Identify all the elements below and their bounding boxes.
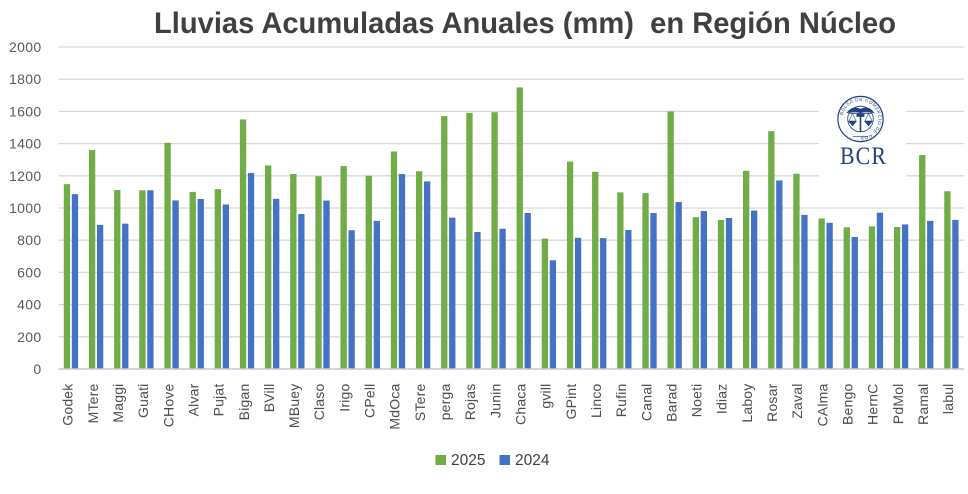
svg-text:Rojas: Rojas — [462, 384, 478, 421]
svg-text:400: 400 — [17, 297, 41, 313]
svg-text:GPint: GPint — [563, 384, 579, 420]
svg-text:Idiaz: Idiaz — [714, 384, 730, 415]
svg-text:MBuey: MBuey — [286, 384, 302, 429]
svg-text:2025: 2025 — [451, 452, 485, 469]
svg-text:gvill: gvill — [538, 384, 554, 409]
svg-text:0: 0 — [33, 361, 41, 377]
svg-text:labul: labul — [940, 384, 956, 415]
svg-text:Irigo: Irigo — [336, 383, 352, 411]
svg-text:Rosar: Rosar — [764, 383, 780, 421]
svg-text:MdOca: MdOca — [387, 383, 403, 429]
svg-text:Zaval: Zaval — [789, 384, 805, 419]
svg-text:PdMol: PdMol — [890, 384, 906, 425]
svg-text:BCR: BCR — [840, 143, 887, 171]
svg-text:600: 600 — [17, 264, 41, 280]
svg-text:Alvar: Alvar — [186, 383, 202, 416]
svg-text:CHove: CHove — [160, 383, 176, 427]
svg-text:Barad: Barad — [663, 384, 679, 422]
svg-text:800: 800 — [17, 232, 41, 248]
svg-text:perga: perga — [437, 383, 453, 420]
svg-text:2024: 2024 — [515, 452, 550, 469]
svg-text:Linco: Linco — [588, 383, 604, 417]
svg-text:Maggi: Maggi — [110, 384, 126, 423]
svg-text:1400: 1400 — [9, 136, 42, 152]
svg-text:Ramal: Ramal — [915, 384, 931, 425]
svg-text:Pujat: Pujat — [211, 384, 227, 417]
svg-text:CPell: CPell — [362, 384, 378, 418]
svg-text:Guati: Guati — [135, 384, 151, 418]
svg-text:Godek: Godek — [60, 383, 76, 426]
svg-text:CAlma: CAlma — [814, 383, 830, 426]
svg-text:Rufin: Rufin — [613, 384, 629, 418]
svg-text:Junin: Junin — [487, 384, 503, 418]
svg-text:1600: 1600 — [9, 103, 42, 119]
svg-text:1000: 1000 — [9, 200, 42, 216]
svg-text:BVill: BVill — [261, 384, 277, 413]
svg-text:HernC: HernC — [865, 384, 881, 425]
svg-text:Noeti: Noeti — [689, 384, 705, 418]
svg-text:200: 200 — [17, 329, 41, 345]
svg-text:STere: STere — [412, 383, 428, 421]
svg-text:1800: 1800 — [9, 71, 42, 87]
svg-text:Lluvias Acumuladas Anuales (mm: Lluvias Acumuladas Anuales (mm) en Regió… — [154, 7, 896, 40]
svg-text:Bigan: Bigan — [236, 384, 252, 421]
svg-text:1200: 1200 — [9, 168, 42, 184]
svg-text:Canal: Canal — [638, 384, 654, 422]
svg-text:Chaca: Chaca — [513, 383, 529, 424]
svg-text:Laboy: Laboy — [739, 384, 755, 423]
svg-text:Bengo: Bengo — [840, 383, 856, 424]
svg-text:MTere: MTere — [85, 383, 101, 423]
svg-text:2000: 2000 — [9, 39, 42, 55]
svg-text:Claso: Claso — [311, 383, 327, 420]
